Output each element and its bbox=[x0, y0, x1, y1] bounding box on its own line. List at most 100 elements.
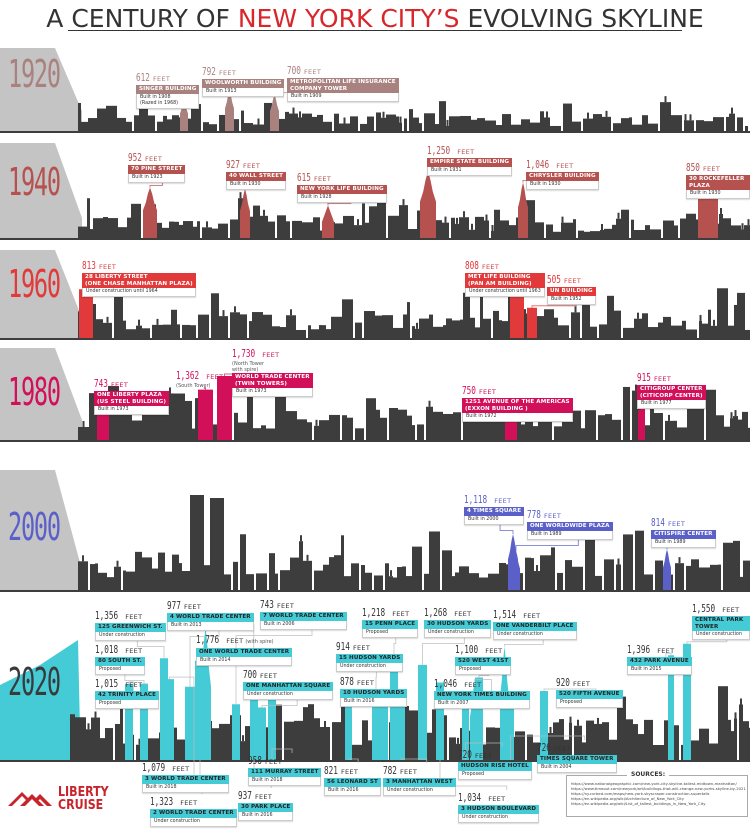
skyline-building bbox=[573, 219, 576, 238]
skyline-building bbox=[728, 719, 731, 760]
skyline-building bbox=[342, 415, 347, 440]
building-name: 125 GREENWICH ST. bbox=[95, 623, 166, 632]
height-unit: FEET bbox=[340, 768, 359, 776]
skyline-building bbox=[240, 314, 247, 338]
building-callout: 505 FEET UN BUILDING Built in 1952 bbox=[547, 272, 596, 305]
height-value: 792 bbox=[202, 65, 216, 78]
building-status: Built in 1930 bbox=[226, 180, 287, 190]
building-status: Under construction bbox=[150, 817, 237, 827]
skyline-building bbox=[584, 231, 590, 238]
highlighted-building bbox=[418, 664, 427, 760]
skyline-building bbox=[502, 321, 508, 338]
leader-line bbox=[422, 637, 465, 665]
skyline-building bbox=[335, 223, 343, 238]
skyline-spire bbox=[485, 214, 488, 221]
building-name: 28 LIBERTY STREET (ONE CHASE MANHATTAN P… bbox=[82, 273, 196, 288]
skyline-building bbox=[277, 215, 286, 238]
highlighted-building bbox=[185, 686, 195, 760]
source-link[interactable]: https://en.wikipedia.org/wiki/Architectu… bbox=[571, 796, 685, 801]
skyline-building bbox=[70, 714, 75, 760]
skyline-building bbox=[163, 115, 167, 131]
skyline-building bbox=[183, 221, 193, 238]
skyline-spire bbox=[605, 110, 608, 117]
skyline-spire bbox=[713, 319, 715, 326]
height-unit: FEET bbox=[399, 768, 418, 776]
highlighted-building bbox=[79, 289, 93, 338]
skyline-spire bbox=[747, 219, 750, 226]
skyline-building bbox=[733, 540, 740, 590]
source-link[interactable]: https://en.wikipedia.org/wiki/List_of_ta… bbox=[571, 801, 706, 806]
height-label: 952 FEET bbox=[128, 150, 185, 165]
skyline-building bbox=[632, 390, 640, 440]
building-name: 3 MANHATTAN WEST bbox=[383, 778, 456, 787]
building-name: EMPIRE STATE BUILDING bbox=[427, 158, 513, 167]
skyline-building bbox=[156, 222, 162, 238]
source-link[interactable]: https://www.timeout.com/newyork/art/buil… bbox=[571, 786, 746, 791]
skyline-building bbox=[120, 708, 123, 760]
skyline-spire bbox=[574, 306, 577, 313]
skyline-building bbox=[127, 217, 131, 238]
skyline-building bbox=[222, 574, 231, 590]
building-status: Built in 1930 bbox=[526, 180, 599, 190]
skyline-building bbox=[308, 325, 311, 338]
skyline-building bbox=[399, 122, 402, 131]
skyline-building bbox=[525, 557, 531, 590]
skyline-building bbox=[280, 327, 286, 338]
height-label: 814 FEET bbox=[651, 515, 716, 530]
skyline-building bbox=[78, 102, 81, 131]
height-unit: FEET bbox=[702, 165, 721, 173]
height-label: 1,323 FEET bbox=[150, 794, 237, 809]
skyline-building bbox=[298, 117, 302, 131]
skyline-building bbox=[724, 426, 730, 440]
skyline-building bbox=[607, 295, 614, 338]
height-value: 1,018 bbox=[95, 643, 119, 656]
height-value: 700 bbox=[243, 668, 257, 681]
skyline-building bbox=[600, 230, 604, 238]
highlighted-building bbox=[507, 705, 514, 760]
skyline-building bbox=[443, 325, 446, 338]
height-label: 743 FEET bbox=[94, 376, 169, 391]
height-value: 914 bbox=[336, 640, 350, 653]
skyline-spire bbox=[402, 199, 405, 206]
height-value: 915 bbox=[637, 371, 651, 384]
title-highlight: NEW YORK CITY’S bbox=[237, 4, 460, 33]
skyline-building bbox=[671, 325, 682, 338]
skyline-building bbox=[595, 575, 602, 590]
height-label: 726 FEET bbox=[537, 740, 617, 755]
era-wedge bbox=[0, 348, 82, 440]
skyline-building bbox=[355, 322, 362, 338]
building-name: 4 TIMES SQUARE bbox=[464, 507, 525, 516]
era-2000-skyline bbox=[0, 470, 750, 592]
height-unit: FEET bbox=[276, 602, 295, 610]
highlighted-building bbox=[345, 698, 352, 760]
skyline-building bbox=[740, 576, 743, 590]
skyline-building bbox=[696, 120, 704, 131]
building-status: Built in 1930 bbox=[686, 190, 750, 199]
source-link[interactable]: https://www.nationalgeographic.com/new-y… bbox=[571, 781, 737, 786]
building-name: 42 TRINITY PLACE bbox=[95, 691, 160, 700]
skyline-building bbox=[463, 410, 468, 440]
highlighted-building bbox=[668, 655, 674, 760]
height-label: 850 FEET bbox=[686, 160, 750, 175]
skyline-building bbox=[253, 205, 260, 238]
skyline-building bbox=[436, 220, 442, 238]
skyline-spire bbox=[587, 112, 589, 119]
skyline-building bbox=[393, 577, 397, 590]
skyline-building bbox=[495, 727, 500, 760]
height-label: 1,730 FEET (North Tower with spire) bbox=[232, 346, 313, 373]
skyline-building bbox=[687, 389, 697, 440]
source-link[interactable]: https://ny.curbed.com/maps/new-york-skys… bbox=[571, 791, 710, 796]
skyline-building bbox=[169, 221, 174, 238]
skyline-spire bbox=[446, 119, 449, 126]
building-status: Built in 2013 bbox=[167, 621, 254, 631]
skyline-building bbox=[406, 576, 412, 590]
skyline-building bbox=[691, 559, 699, 590]
building-callout: 612 FEET SINGER BUILDING Built in 1908 (Ra… bbox=[136, 70, 200, 109]
skyline-building bbox=[412, 425, 415, 440]
height-unit: FEET bbox=[125, 613, 143, 621]
skyline-building bbox=[535, 222, 544, 238]
skyline-building bbox=[644, 719, 653, 760]
building-name: 30 PARK PLACE bbox=[238, 803, 294, 812]
leader-line bbox=[666, 546, 691, 550]
skyline-building bbox=[742, 411, 748, 440]
